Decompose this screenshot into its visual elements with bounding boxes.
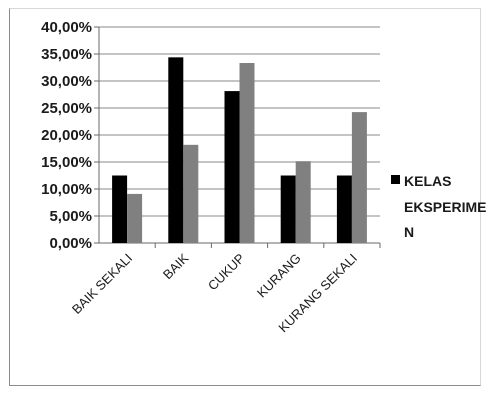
y-tick-label: 30,00% <box>41 73 92 90</box>
y-tick-label: 0,00% <box>49 235 92 252</box>
y-tick-label: 20,00% <box>41 127 92 144</box>
bar-series-2-4 <box>351 112 367 243</box>
bar-series-2-3 <box>295 161 311 243</box>
legend-label-line-2: EKSPERIME <box>404 199 486 215</box>
bar-series-2-2 <box>239 63 255 243</box>
bar-series-2-1 <box>183 144 199 243</box>
bar-series-1-4 <box>336 175 352 243</box>
y-tick-label: 40,00% <box>41 19 92 36</box>
y-tick-label: 5,00% <box>49 208 92 225</box>
bar-series-1-3 <box>280 175 296 243</box>
x-category-label: BAIK <box>160 250 192 282</box>
y-tick-label: 35,00% <box>41 46 92 63</box>
x-category-label: BAIK SEKALI <box>69 251 135 317</box>
x-category-label: CUKUP <box>205 251 248 294</box>
bar-series-2-0 <box>127 193 143 243</box>
y-tick-label: 10,00% <box>41 181 92 198</box>
y-tick-label: 25,00% <box>41 100 92 117</box>
legend-label-line-3: N <box>404 224 414 240</box>
legend-swatch <box>391 175 400 184</box>
bar-series-1-2 <box>224 91 240 244</box>
legend-label-line-1: KELAS <box>404 173 451 189</box>
x-category-label: KURANG <box>254 251 304 301</box>
bar-series-1-0 <box>112 175 128 243</box>
bar-series-1-1 <box>168 57 184 244</box>
chart-frame <box>9 8 481 386</box>
y-tick-label: 15,00% <box>41 154 92 171</box>
